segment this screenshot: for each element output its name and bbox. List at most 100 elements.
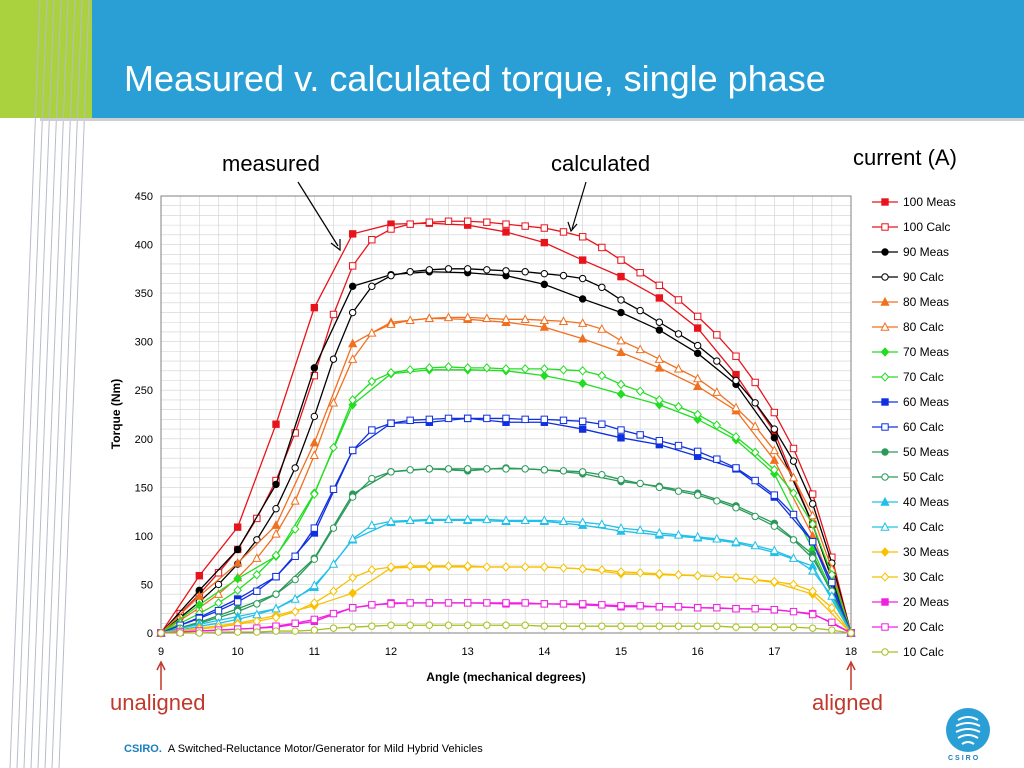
data-point [329, 524, 338, 532]
data-point [750, 421, 760, 430]
data-point [310, 489, 319, 499]
data-point [309, 450, 319, 459]
data-point [617, 622, 625, 630]
data-point [195, 572, 204, 580]
data-point [233, 558, 243, 567]
legend-marker [881, 623, 889, 631]
data-point [367, 327, 377, 337]
logo-mark-icon [955, 716, 981, 745]
legend-marker [880, 372, 890, 382]
data-point [674, 296, 683, 304]
data-point [348, 604, 357, 612]
data-point [194, 591, 204, 600]
legend-label: 100 Calc [903, 220, 950, 234]
data-point [673, 529, 684, 539]
legend-marker [881, 423, 889, 431]
legend-item: 70 Calc [872, 370, 944, 384]
x-tick-label: 12 [385, 646, 397, 658]
legend-item: 60 Calc [872, 420, 944, 434]
data-point [291, 464, 299, 472]
data-point [789, 623, 798, 631]
data-point [655, 622, 664, 630]
legend-label: 60 Calc [903, 420, 944, 434]
data-point [233, 523, 242, 531]
series-30-calc [156, 561, 856, 638]
data-point [598, 471, 606, 479]
data-point [406, 621, 414, 629]
data-point [732, 605, 740, 613]
data-point [520, 364, 530, 374]
data-point [271, 612, 281, 623]
data-point [616, 567, 626, 577]
data-point [253, 587, 261, 595]
data-point [539, 315, 549, 325]
data-point [406, 416, 414, 425]
data-point [617, 256, 625, 264]
legend-item: 40 Meas [872, 495, 949, 509]
data-point [348, 262, 357, 270]
data-point [214, 580, 223, 589]
data-point [770, 408, 779, 417]
data-point [769, 455, 779, 464]
data-point [617, 475, 625, 484]
data-point [828, 618, 836, 627]
data-point [463, 514, 473, 524]
data-point [348, 493, 357, 501]
data-point [770, 465, 779, 475]
data-point [253, 628, 261, 636]
data-point [636, 622, 644, 630]
footer-brand: CSIRO. [124, 743, 162, 755]
data-point [693, 491, 702, 499]
data-point [636, 479, 644, 488]
legend-marker [880, 496, 890, 506]
data-point [521, 268, 529, 276]
data-point [655, 395, 664, 405]
data-point [693, 409, 702, 420]
data-point [290, 606, 300, 617]
data-point [558, 316, 569, 325]
data-point [789, 536, 798, 544]
data-point [387, 621, 395, 629]
data-point [540, 238, 549, 247]
data-point [483, 266, 491, 274]
data-point [329, 609, 338, 618]
data-point [405, 315, 415, 325]
data-point [616, 379, 626, 390]
data-point [272, 572, 280, 581]
data-point [520, 314, 530, 324]
legend-marker [881, 473, 889, 481]
legend-marker [881, 273, 889, 281]
y-tick-label: 400 [135, 240, 153, 252]
data-point [578, 274, 587, 283]
data-point [502, 267, 510, 275]
data-point [501, 314, 511, 324]
data-point [539, 515, 549, 525]
data-point [310, 615, 319, 624]
legend-label: 10 Calc [903, 645, 944, 659]
x-tick-label: 14 [538, 646, 550, 658]
legend-item: 80 Meas [872, 295, 949, 309]
data-point [252, 553, 262, 562]
data-point [808, 610, 817, 619]
data-point [425, 363, 434, 373]
data-point [540, 466, 549, 474]
data-point [598, 622, 606, 630]
data-point [328, 558, 339, 568]
data-point [655, 603, 664, 611]
series-100-calc [157, 217, 855, 637]
data-point [750, 540, 760, 550]
data-point [310, 524, 319, 532]
data-point [635, 524, 645, 534]
data-point [444, 217, 453, 225]
x-tick-label: 9 [158, 646, 164, 658]
data-point [731, 432, 741, 442]
data-point [578, 468, 587, 476]
legend-marker [881, 448, 889, 456]
data-point [444, 465, 453, 473]
data-point [348, 572, 357, 583]
data-point [789, 444, 798, 453]
aligned-annotation: aligned [812, 690, 883, 715]
logo-wordmark: CSIRO [948, 755, 981, 762]
legend-marker [880, 521, 890, 531]
data-point [521, 222, 529, 230]
